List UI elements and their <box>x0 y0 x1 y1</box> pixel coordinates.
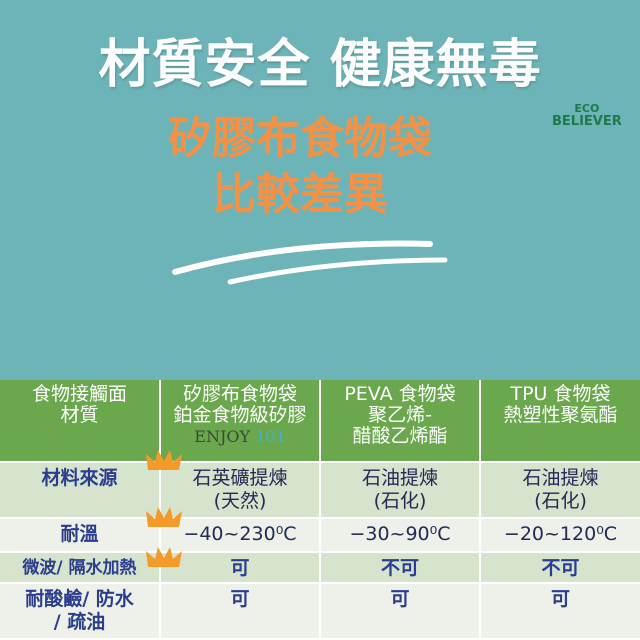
table-row: 微波/ 隔水加熱 可 不可 不可 <box>0 552 640 584</box>
subtitle-line-1: 矽膠布食物袋 <box>168 113 432 164</box>
page-title: 材質安全 健康無毒 <box>98 35 542 95</box>
header-cell: TPU 食物袋 熱塑性聚氨酯 <box>480 380 640 463</box>
subtitle-line-2: 比較差異 <box>212 169 388 220</box>
comparison-table: 食物接觸面 材質 矽膠布食物袋 鉑金食物級矽膠 ENJOY 101 PEVA 食物袋… <box>0 380 640 640</box>
brand-logo: ECO BELIEVER <box>552 102 622 128</box>
crown-icon <box>146 547 182 567</box>
watermark: ENJOY 101 <box>194 427 286 446</box>
header-cell: 矽膠布食物袋 鉑金食物級矽膠 ENJOY 101 <box>160 380 321 463</box>
logo-line-1: ECO <box>574 102 600 115</box>
header-cell: 食物接觸面 材質 <box>0 380 161 463</box>
table-row: 耐溫 −40~230⁰C −30~90⁰C −20~120⁰C <box>0 518 640 553</box>
logo-line-2: BELIEVER <box>552 114 622 129</box>
crown-icon <box>146 507 182 527</box>
header-cell: PEVA 食物袋 聚乙烯- 醋酸乙烯酯 <box>320 380 481 463</box>
brush-strokes-decoration <box>172 240 448 285</box>
table-row: 耐酸鹼/ 防水 / 疏油 可 可 可 <box>0 583 640 640</box>
crown-icon <box>146 450 182 470</box>
table-row: 材料來源 石英礦提煉 (天然) 石油提煉 (石化) 石油提煉 (石化) <box>0 462 640 519</box>
table-header-row: 食物接觸面 材質 矽膠布食物袋 鉑金食物級矽膠 ENJOY 101 PEVA 食物袋… <box>0 380 640 463</box>
